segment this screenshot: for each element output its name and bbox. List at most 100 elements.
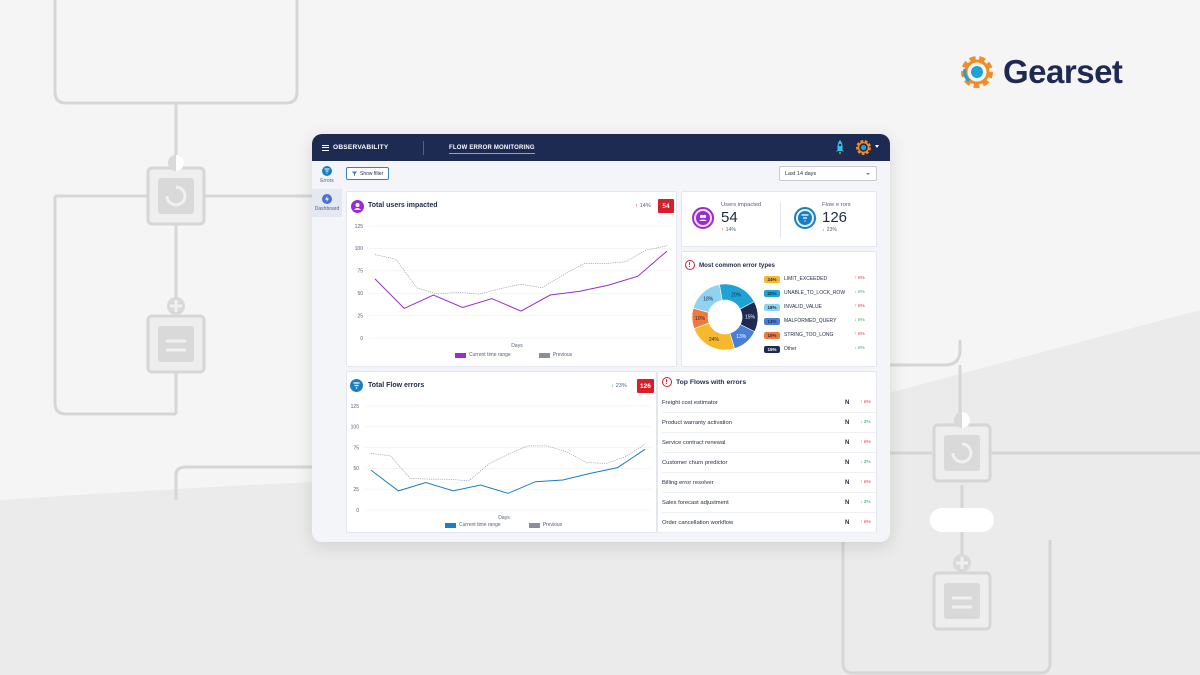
y-tick-label: 125 xyxy=(355,224,364,230)
stat-change-value: 23% xyxy=(826,227,837,233)
flow-row[interactable]: Sales forecast adjustment N ↓ 3% xyxy=(662,493,876,513)
brand-logo-lockup: Gearset xyxy=(957,52,1123,92)
flow-name: Freight cost estimator xyxy=(662,399,718,406)
change-value: 14% xyxy=(639,203,651,209)
top-navigation-bar: OBSERVABILITY FLOW ERROR MONITORING xyxy=(312,134,890,161)
tab-flow-error-monitoring[interactable]: FLOW ERROR MONITORING xyxy=(449,134,535,161)
flow-row[interactable]: Service contract renewal N ↑ n% xyxy=(662,433,876,453)
flow-row[interactable]: Freight cost estimator N ↑ n% xyxy=(662,393,876,413)
series-line-current-time-range xyxy=(370,448,646,494)
error-type-name: LIMIT_EXCEEDED xyxy=(784,276,828,282)
y-tick-label: 0 xyxy=(360,336,363,342)
error-type-pct: 20% xyxy=(764,289,780,297)
stat-value: 126 xyxy=(822,209,848,226)
error-type-trend: ↓ n% xyxy=(854,290,865,295)
flow-trend-value: n% xyxy=(863,400,871,405)
error-type-name: INVALID_VALUE xyxy=(784,304,822,310)
arrow-up-icon: ↑ xyxy=(854,332,858,337)
flow-count: N xyxy=(845,479,850,486)
sidebar-item-errors[interactable]: Errors xyxy=(312,161,342,189)
error-type-name: STRING_TOO_LONG xyxy=(784,332,834,338)
flow-count: N xyxy=(845,439,850,446)
error-type-trend-value: n% xyxy=(857,304,865,309)
flow-trend: ↑ n% xyxy=(860,520,871,525)
bolt-icon xyxy=(322,194,332,204)
error-type-row[interactable]: 20% UNABLE_TO_LOCK_ROW xyxy=(764,288,845,298)
y-tick-label: 25 xyxy=(353,487,359,493)
donut-slice[interactable] xyxy=(692,284,723,313)
error-type-row[interactable]: 15% Other xyxy=(764,344,797,354)
legend-swatch xyxy=(538,352,550,358)
flow-trend-value: 3% xyxy=(863,460,871,465)
arrow-down-icon: ↓ xyxy=(860,460,864,465)
stat-label: Users impacted xyxy=(721,202,762,208)
arrow-up-icon: ↑ xyxy=(860,400,864,405)
flow-count: N xyxy=(845,459,850,466)
summary-stats-card: Users impacted 54 ↑ 14% Flow e rors 126 ↓… xyxy=(681,191,877,247)
error-type-trend-value: n% xyxy=(857,318,865,323)
stat-label: Flow e rors xyxy=(822,202,851,208)
flow-row[interactable]: Billing error resolver N ↑ n% xyxy=(662,473,876,493)
flow-row[interactable]: Product warranty activation N ↓ 3% xyxy=(662,413,876,433)
hamburger-menu-icon xyxy=(322,144,329,151)
show-filter-button[interactable]: Show filter xyxy=(346,167,390,180)
flow-trend: ↓ 3% xyxy=(860,460,871,465)
flow-trend: ↓ 3% xyxy=(860,500,871,505)
error-type-trend: ↓ n% xyxy=(854,318,865,323)
flow-row[interactable]: Customer churn predictor N ↓ 3% xyxy=(662,453,876,473)
error-type-trend-value: n% xyxy=(857,290,865,295)
date-range-select[interactable]: Last 14 days xyxy=(779,166,877,181)
flow-row[interactable]: Order cancellation workflow N ↑ n% xyxy=(662,513,876,533)
stat-value: 54 xyxy=(721,209,738,226)
arrow-down-icon: ↓ xyxy=(854,318,858,323)
flow-trend-value: 3% xyxy=(863,420,871,425)
count-badge: 126 xyxy=(637,379,654,393)
flow-errors-stat: Flow e rors 126 ↓ 23% xyxy=(822,202,851,233)
sidebar-item-dashboard[interactable]: Dashboard xyxy=(312,189,342,217)
error-type-row[interactable]: 18% INVALID_VALUE xyxy=(764,302,822,312)
rocket-icon[interactable] xyxy=(835,140,845,155)
flow-trend: ↑ n% xyxy=(860,440,871,445)
chevron-down-icon xyxy=(866,173,870,175)
legend-swatch xyxy=(445,522,456,528)
error-types-donut-chart: 20% 15% 13% 24% 10% 18% xyxy=(691,283,759,351)
stat-change: ↓ 23% xyxy=(822,227,851,233)
x-axis-label: Days xyxy=(498,515,510,520)
show-filter-label: Show filter xyxy=(360,170,384,177)
main-menu-button[interactable]: OBSERVABILITY xyxy=(312,144,388,151)
flow-name: Order cancellation workflow xyxy=(662,519,734,526)
error-type-row[interactable]: 10% STRING_TOO_LONG xyxy=(764,330,833,340)
legend-item-current: Current time range xyxy=(445,522,501,528)
arrow-down-icon: ↓ xyxy=(822,227,825,233)
flow-count: N xyxy=(845,399,850,406)
arrow-down-icon: ↓ xyxy=(854,346,858,351)
flow-name: Sales forecast adjustment xyxy=(662,499,729,506)
error-type-pct: 24% xyxy=(764,275,780,283)
users-line-chart: 0 25 50 75 100 125 Days xyxy=(355,224,673,348)
account-dropdown-caret-icon[interactable] xyxy=(875,145,879,148)
error-type-pct: 10% xyxy=(764,331,780,339)
count-badge: 54 xyxy=(658,199,674,213)
legend-label: Current time range xyxy=(459,522,501,528)
error-type-row[interactable]: 24% LIMIT_EXCEEDED xyxy=(764,274,827,284)
flow-trend-value: 3% xyxy=(863,500,871,505)
flow-trend-value: n% xyxy=(863,480,871,485)
flow-count: N xyxy=(845,499,850,506)
donut-slice-label: 13% xyxy=(736,334,747,340)
users-impacted-chart-card: Total users impacted ↑ 14% 54 0 25 50 75 100… xyxy=(346,191,677,367)
arrow-down-icon: ↓ xyxy=(611,383,614,389)
card-title: Total users impacted xyxy=(368,202,438,209)
filter-icon xyxy=(352,171,357,176)
flow-name: Billing error resolver xyxy=(662,479,714,486)
user-avatar-gear-icon[interactable] xyxy=(855,139,872,156)
gearset-logo-icon xyxy=(961,56,993,88)
x-axis-label: Days xyxy=(511,343,523,348)
stat-change: ↑ 14% xyxy=(721,227,761,233)
error-type-row[interactable]: 13% MALFORMED_QUERY xyxy=(764,316,836,326)
arrow-up-icon: ↑ xyxy=(860,480,864,485)
error-types-card: Most common error types 20% 15% 13% 24% 10% 1… xyxy=(681,251,877,367)
error-type-name: Other xyxy=(784,346,797,352)
legend-item-previous: Previous xyxy=(538,352,572,358)
y-tick-label: 100 xyxy=(355,246,364,252)
error-type-trend: ↑ n% xyxy=(854,276,865,281)
